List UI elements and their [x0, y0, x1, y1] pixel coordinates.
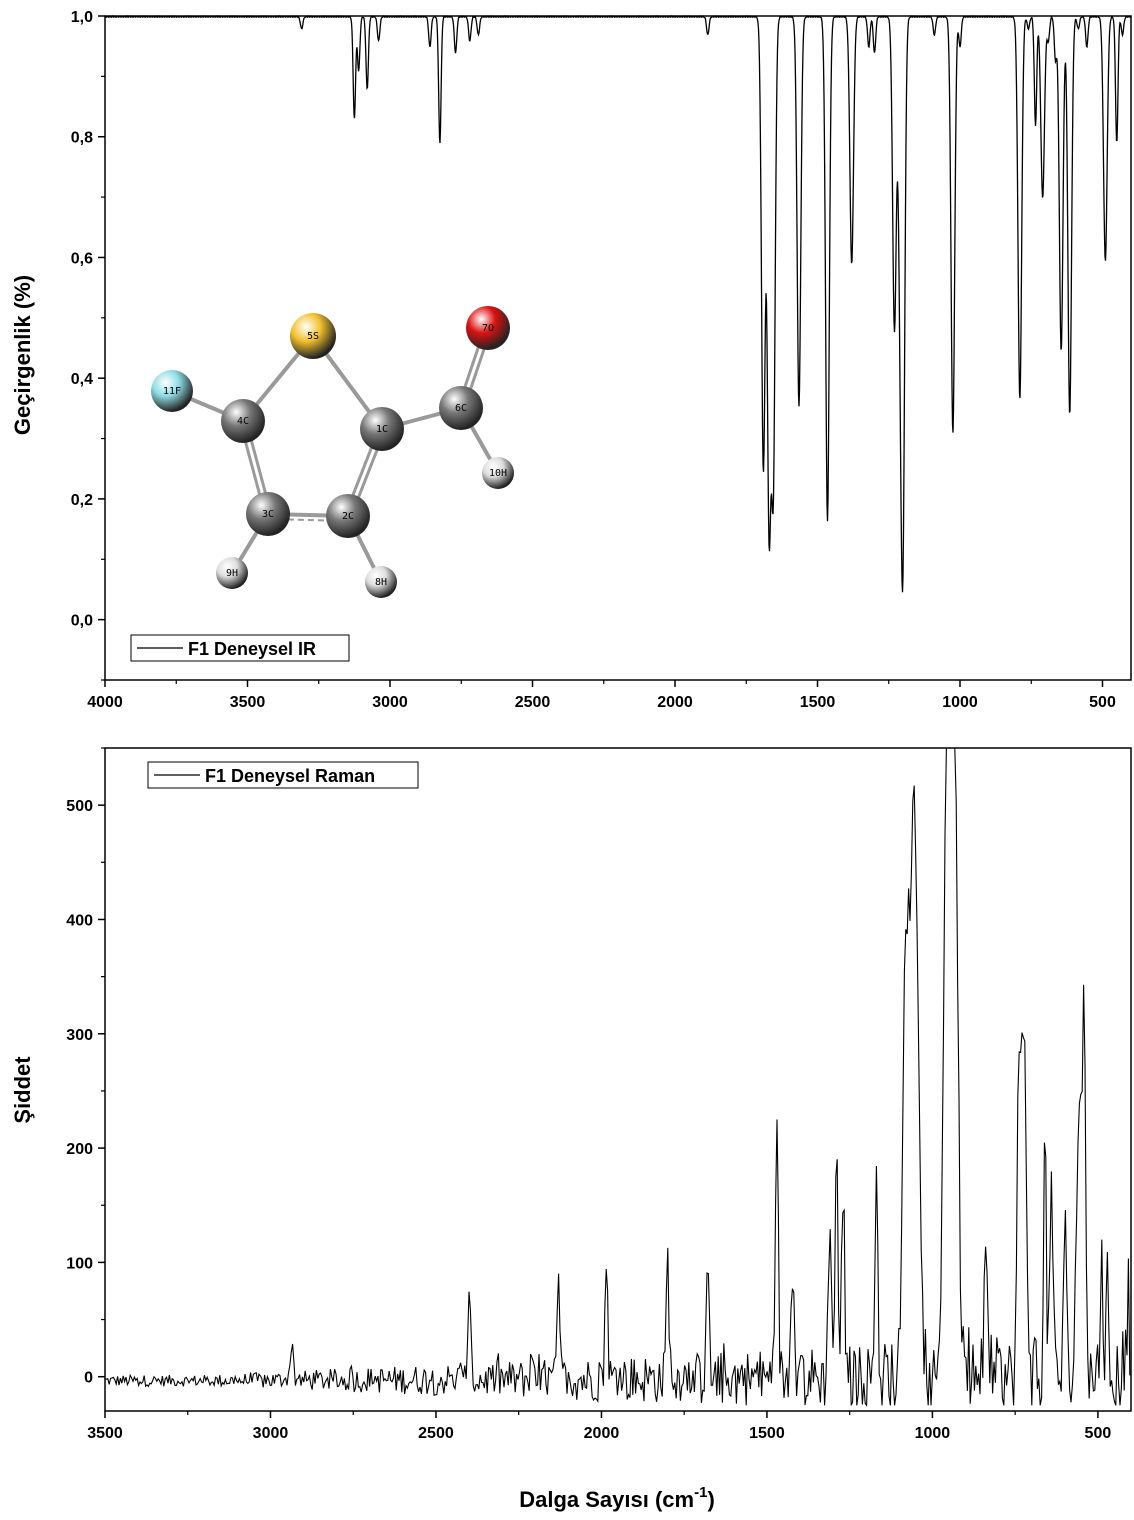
- raman-y-tick-label: 300: [66, 1027, 93, 1044]
- raman-x-tick-label: 1500: [749, 1425, 785, 1442]
- atom-label: 11F: [163, 386, 181, 397]
- x-axis-title-sup: -1: [694, 1484, 707, 1501]
- x-axis-title: Dalga Sayısı (cm-1): [519, 1484, 715, 1512]
- ir-y-tick-label: 0,0: [71, 613, 93, 630]
- ir-legend: F1 Deneysel IR: [130, 634, 350, 662]
- x-axis-title-close: ): [707, 1487, 714, 1512]
- atom-sphere: [482, 457, 514, 489]
- raman-y-tick-label: 400: [66, 912, 93, 929]
- atom-label: 1C: [376, 424, 388, 435]
- ir-chart: 4000 3500 3000 2500 2000 1500 1000 500 0,00,20,…: [10, 9, 1132, 711]
- raman-series-line: [104, 747, 1131, 1407]
- raman-x-tick-label: 3000: [253, 1425, 289, 1442]
- ir-y-axis: 0,0 0,2 0,4 0,6 0,8 1,0: [71, 9, 105, 681]
- atom-sphere: [290, 313, 336, 359]
- atom-label: 8H: [375, 577, 387, 588]
- raman-legend: F1 Deneysel Raman: [147, 761, 419, 789]
- atom-label: 2C: [342, 511, 354, 522]
- raman-legend-label: F1 Deneysel Raman: [205, 766, 375, 786]
- atom-sphere: [326, 494, 370, 538]
- x-axis-title-main: Dalga Sayısı (cm: [519, 1487, 694, 1512]
- ir-y-tick-label: 0,4: [71, 371, 93, 388]
- atom-label: 9H: [226, 568, 238, 579]
- ir-x-tick-label: 3500: [230, 694, 266, 711]
- raman-plot-frame: [104, 747, 1132, 1412]
- raman-x-tick-label: 1000: [915, 1425, 951, 1442]
- atom-sphere: [360, 407, 404, 451]
- ir-plot-frame: [104, 15, 1132, 681]
- raman-x-tick-label: 500: [1085, 1425, 1112, 1442]
- raman-x-tick-label: 3500: [87, 1425, 123, 1442]
- ir-legend-label: F1 Deneysel IR: [188, 639, 316, 659]
- atom-label: 10H: [489, 468, 507, 479]
- atom-sphere: [246, 492, 290, 536]
- ir-x-axis: 4000 3500 3000 2500 2000 1500 1000 500: [87, 680, 1116, 711]
- ir-series-line: [105, 14, 1132, 593]
- atom-label: 3C: [262, 509, 274, 520]
- ir-x-tick-label: 2000: [657, 694, 693, 711]
- ir-y-tick-label: 1,0: [71, 9, 93, 26]
- molecule-structure: 5S 7O 11F 4C 1C 6C 10H 3C 2C 9H 8H: [151, 306, 514, 598]
- ir-x-tick-label: 2500: [515, 694, 551, 711]
- raman-y-tick-label: 500: [66, 798, 93, 815]
- atom-label: 6C: [455, 403, 467, 414]
- ir-y-axis-title: Geçirgenlik (%): [10, 275, 35, 435]
- raman-chart: 3500 3000 2500 2000 1500 1000 500 0 100 200 300 40…: [10, 747, 1132, 1442]
- ir-y-tick-label: 0,6: [71, 250, 93, 267]
- raman-x-tick-label: 2000: [584, 1425, 620, 1442]
- raman-x-axis: 3500 3000 2500 2000 1500 1000 500: [87, 1411, 1111, 1442]
- atom-label: 7O: [482, 323, 494, 334]
- ir-x-tick-label: 1000: [942, 694, 978, 711]
- raman-y-tick-label: 0: [84, 1370, 93, 1387]
- ir-x-tick-label: 4000: [87, 694, 123, 711]
- atom-sphere: [439, 386, 483, 430]
- atom-label: 5S: [307, 331, 319, 342]
- ir-x-tick-label: 500: [1089, 694, 1116, 711]
- atom-sphere: [151, 370, 193, 412]
- atom-sphere: [221, 399, 265, 443]
- atom-sphere: [365, 566, 397, 598]
- ir-x-tick-label: 1500: [800, 694, 836, 711]
- atom-sphere: [216, 557, 248, 589]
- ir-y-tick-label: 0,8: [71, 130, 93, 147]
- raman-y-tick-label: 100: [66, 1255, 93, 1272]
- raman-y-tick-label: 200: [66, 1141, 93, 1158]
- atom-sphere: [466, 306, 510, 350]
- raman-y-axis-title: Şiddet: [10, 1056, 35, 1124]
- atom-label: 4C: [237, 416, 249, 427]
- raman-x-tick-label: 2500: [418, 1425, 454, 1442]
- raman-y-axis: 0 100 200 300 400 500: [66, 747, 105, 1387]
- ir-y-tick-label: 0,2: [71, 492, 93, 509]
- ir-x-tick-label: 3000: [372, 694, 408, 711]
